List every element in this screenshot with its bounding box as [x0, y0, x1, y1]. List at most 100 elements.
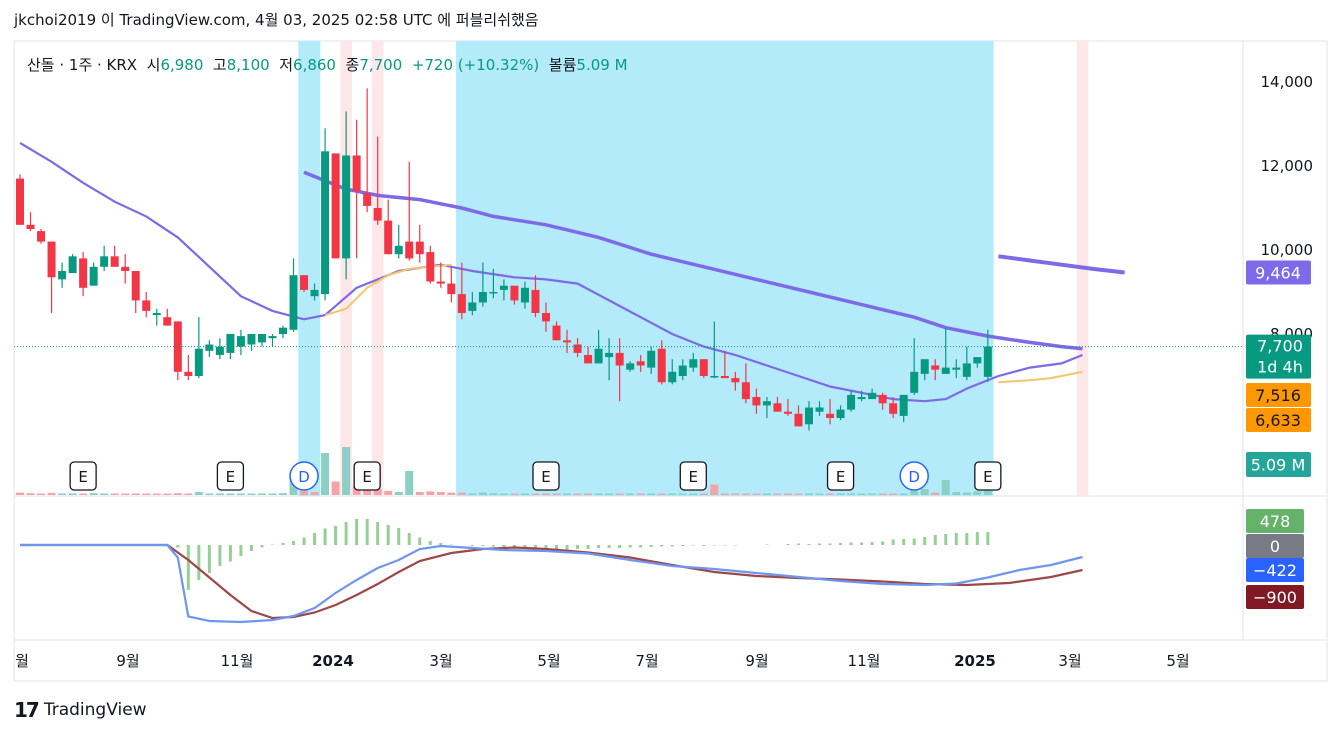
volume-bar	[783, 493, 792, 495]
candle-body	[668, 371, 677, 383]
candle-body	[342, 155, 351, 259]
candle-body	[773, 403, 782, 412]
time-tick-label: 9월	[745, 652, 768, 670]
candle-body	[331, 153, 340, 259]
macd-histogram-bar	[576, 545, 580, 549]
macd-histogram-bar	[839, 543, 843, 545]
candle-body	[215, 346, 224, 355]
volume-bar	[163, 493, 172, 495]
time-tick-label: 11월	[221, 652, 254, 670]
last-price-label-bg	[1246, 334, 1311, 379]
macd-histogram-bar	[796, 543, 800, 545]
candle-body	[457, 294, 466, 313]
ohlc-legend: 산돌 · 1주 · KRX 시6,980 고8,100 저6,860 종7,70…	[27, 56, 628, 74]
candle-body	[699, 359, 708, 376]
macd-histogram-bar	[860, 542, 864, 545]
macd-histogram-bar	[786, 544, 790, 545]
candle-body	[952, 367, 961, 370]
candle-body	[636, 361, 645, 366]
earnings-marker	[353, 461, 381, 491]
macd-histogram-bar	[912, 538, 916, 545]
price-chart[interactable]: E E D E E E E D E14,00012,00010,0008,0009,4647,7…	[0, 0, 1341, 690]
price-tick-label: 10,000	[1261, 241, 1314, 259]
volume-bar	[668, 493, 677, 495]
macd-histogram-bar	[881, 541, 885, 545]
candle-body	[626, 363, 635, 370]
candle-body	[405, 241, 414, 259]
macd-histogram-bar	[355, 519, 359, 545]
volume-bar	[531, 493, 540, 495]
volume-bar	[478, 492, 487, 495]
macd-histogram-bar	[502, 545, 506, 547]
macd-histogram-bar	[365, 519, 369, 545]
macd-histogram-bar	[418, 537, 422, 545]
candle-body	[89, 266, 98, 286]
volume-bar	[931, 492, 940, 495]
volume-bar	[468, 493, 477, 495]
candle-body	[826, 413, 835, 418]
volume-bar	[689, 493, 698, 495]
candle-body	[184, 371, 193, 376]
earnings-marker	[532, 461, 560, 491]
volume-bar	[142, 493, 151, 495]
volume-bar	[79, 493, 88, 495]
ma-long-price-label-bg	[1246, 260, 1311, 285]
macd-histogram-bar	[712, 545, 716, 546]
candle-body	[447, 283, 456, 295]
volume-bar	[499, 493, 508, 495]
candle-body	[962, 363, 971, 377]
volume-bar	[37, 493, 46, 495]
macd-signal-line	[20, 543, 1083, 620]
candle-body	[247, 334, 256, 345]
candle-body	[973, 357, 982, 364]
macd-histogram-bar	[723, 545, 727, 546]
candle-body	[815, 407, 824, 412]
macd-histogram-bar	[828, 543, 832, 545]
macd-value-label-bg	[1246, 558, 1304, 582]
volume-bar	[741, 493, 750, 495]
earnings-marker	[216, 461, 245, 491]
macd-histogram-bar	[965, 533, 969, 545]
volume-bar	[447, 492, 456, 495]
macd-histogram-bar	[449, 544, 453, 545]
volume-bar	[868, 493, 877, 495]
macd-histogram-bar	[923, 537, 927, 545]
legend-part: 볼륨	[549, 56, 577, 74]
candle-body	[79, 258, 88, 288]
macd-histogram-bar	[186, 545, 190, 590]
macd-histogram-bar	[281, 543, 285, 545]
earnings-marker	[69, 461, 97, 491]
earnings-marker	[826, 461, 855, 491]
session-band-0	[298, 41, 321, 496]
candle-body	[941, 367, 950, 374]
volume-bar	[131, 493, 140, 495]
candle-body	[100, 256, 109, 267]
macd-histogram-bar	[586, 545, 590, 549]
candle-body	[384, 220, 393, 255]
macd-histogram-bar	[292, 541, 296, 545]
macd-histogram-bar	[891, 539, 895, 545]
last-price-label: 7,700	[1257, 337, 1303, 356]
candle-body	[58, 271, 67, 280]
volume-bar	[847, 493, 856, 495]
volume-bar	[300, 490, 309, 495]
volume-bar	[563, 493, 572, 495]
earnings-marker-label: E	[836, 468, 845, 486]
macd-value-label: 0	[1270, 537, 1280, 556]
tradingview-logo[interactable]: 17 TradingView	[14, 698, 147, 722]
candle-body	[731, 378, 740, 383]
macd-histogram-bar	[660, 545, 664, 547]
macd-histogram-bar	[870, 542, 874, 545]
macd-line	[20, 543, 1083, 624]
time-tick-label: 2024	[312, 652, 354, 670]
candle-body	[163, 317, 172, 326]
candle-body	[300, 275, 309, 290]
volume-bar	[247, 493, 256, 495]
time-tick-label: 9월	[116, 652, 139, 670]
candle-body	[931, 365, 940, 370]
legend-part: 7,700	[359, 56, 411, 74]
earnings-marker-label: E	[78, 468, 87, 486]
macd-histogram-bar	[239, 545, 243, 556]
volume-bar	[941, 480, 950, 495]
candle-body	[752, 397, 761, 406]
